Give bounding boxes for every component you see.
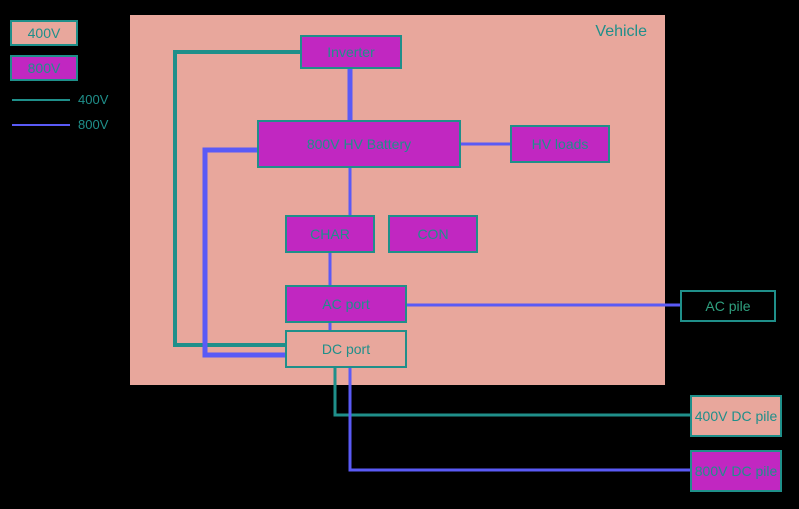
node-battery: 800V HV Battery (257, 120, 461, 168)
node-hv-loads: HV loads (510, 125, 610, 163)
legend-400v-box: 400V (10, 20, 78, 46)
node-dc-port: DC port (285, 330, 407, 368)
node-800v-dc-pile: 800V DC pile (690, 450, 782, 492)
legend-800v-line-label: 800V (78, 117, 108, 132)
node-inverter: Inverter (300, 35, 402, 69)
node-ac-port: AC port (285, 285, 407, 323)
legend-400v-line-label: 400V (78, 92, 108, 107)
node-con: CON (388, 215, 478, 253)
vehicle-title: Vehicle (595, 23, 647, 41)
node-400v-dc-pile: 400V DC pile (690, 395, 782, 437)
legend-800v-box: 800V (10, 55, 78, 81)
node-char: CHAR (285, 215, 375, 253)
node-ac-pile: AC pile (680, 290, 776, 322)
